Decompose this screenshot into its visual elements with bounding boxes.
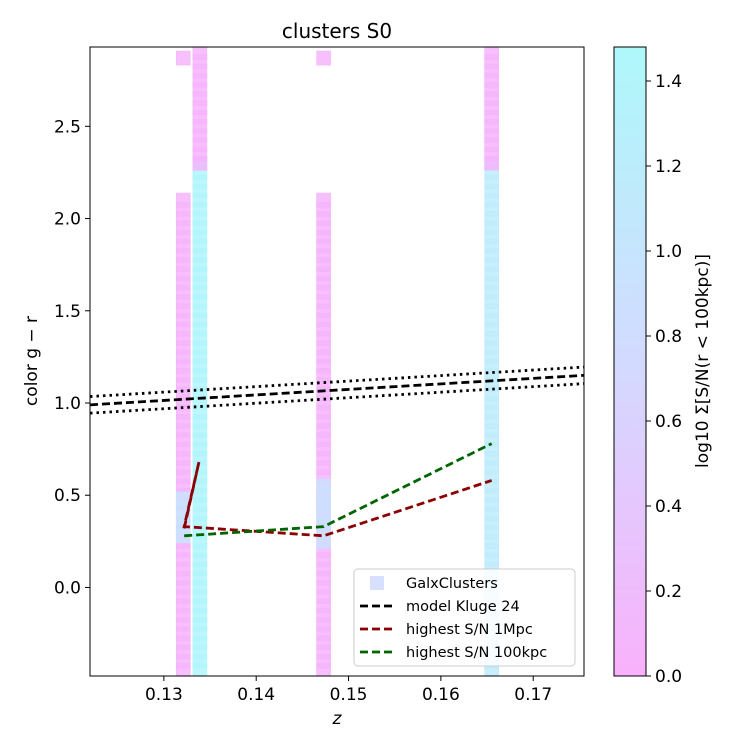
- series-line: [90, 382, 584, 415]
- series-line: [90, 373, 584, 407]
- y-axis-label: color g − r: [22, 316, 42, 406]
- scatter-point: [484, 47, 499, 60]
- legend-label: model Kluge 24: [406, 599, 520, 615]
- colorbar-tick-label: 0.0: [655, 667, 682, 687]
- scatter-point: [316, 192, 331, 208]
- colorbar-label: log10 Σ[S/N(r < 100kpc)]: [693, 254, 713, 468]
- colorbar-tick-label: 1.2: [655, 157, 682, 177]
- scatter-point: [175, 50, 191, 66]
- y-tick-label: 1.0: [54, 394, 81, 414]
- y-axis: 0.0 0.5 1.0 1.5 2.0 2.5: [54, 117, 90, 598]
- x-tick-label: 0.14: [237, 685, 275, 705]
- colorbar-tick-label: 1.4: [655, 72, 682, 92]
- x-axis-label: z: [332, 709, 343, 729]
- y-tick-label: 2.0: [54, 210, 81, 230]
- legend-label: highest S/N 1Mpc: [406, 622, 533, 638]
- x-tick-label: 0.17: [514, 685, 552, 705]
- scatter-point: [316, 50, 331, 66]
- series-line: [184, 442, 493, 538]
- x-tick-label: 0.16: [422, 685, 460, 705]
- scatter-point: [175, 192, 191, 208]
- colorbar-tick-label: 0.6: [655, 412, 682, 432]
- x-tick-label: 0.15: [330, 685, 368, 705]
- legend-marker: [370, 576, 384, 590]
- colorbar: [613, 46, 647, 677]
- series-line: [90, 365, 584, 398]
- scatter-point: [316, 478, 331, 494]
- y-tick-label: 0.5: [54, 486, 81, 506]
- legend-box: [353, 568, 576, 667]
- legend-label: highest S/N 100kpc: [406, 645, 547, 661]
- colorbar-axis: 0.0 0.2 0.4 0.6 0.8 1.0 1.2 1.4: [646, 72, 682, 687]
- chart-title: clusters S0: [282, 19, 392, 43]
- x-axis: 0.13 0.14 0.15 0.16 0.17: [145, 676, 552, 705]
- plot-frame: [89, 46, 585, 677]
- y-tick-label: 0.0: [54, 578, 81, 598]
- y-tick-label: 1.5: [54, 302, 81, 322]
- y-tick-label: 2.5: [54, 117, 81, 137]
- colorbar-tick-label: 1.0: [655, 242, 682, 262]
- series-line: [182, 461, 493, 538]
- colorbar-tick-label: 0.4: [655, 497, 682, 517]
- legend-label: GalxClusters: [406, 576, 498, 592]
- colorbar-tick-label: 0.2: [655, 582, 682, 602]
- legend: GalxClusters model Kluge 24 highest S/N 1M…: [353, 568, 576, 667]
- x-tick-label: 0.13: [145, 685, 183, 705]
- colorbar-tick-label: 0.8: [655, 327, 682, 347]
- scatter-point: [192, 47, 208, 60]
